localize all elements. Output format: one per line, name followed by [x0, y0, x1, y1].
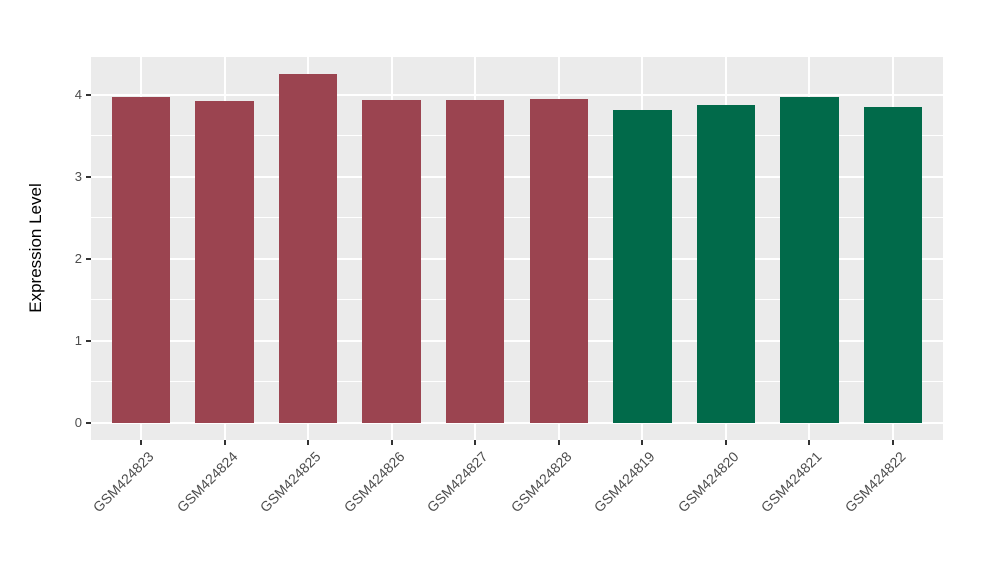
- bar: [696, 104, 756, 423]
- y-axis-tick: [86, 93, 91, 96]
- y-axis-title: Expression Level: [26, 183, 45, 313]
- x-axis-tick: [641, 440, 644, 445]
- x-axis-tick: [390, 440, 393, 445]
- gridline-major-horizontal: [91, 421, 943, 424]
- gridline-major-horizontal: [91, 93, 943, 96]
- gridline-minor-horizontal: [91, 135, 943, 137]
- x-axis-tick: [557, 440, 560, 445]
- bar: [529, 98, 588, 423]
- gridline-minor-horizontal: [91, 217, 943, 219]
- gridline-minor-horizontal: [91, 299, 943, 301]
- y-axis-tick-label: 3: [74, 169, 82, 185]
- gridline-major-horizontal: [91, 339, 943, 342]
- y-axis-tick-label: 4: [74, 87, 82, 103]
- bar: [780, 97, 839, 423]
- x-axis-tick: [724, 440, 727, 445]
- gridline-major-horizontal: [91, 175, 943, 178]
- bar: [863, 107, 923, 423]
- x-axis-tick: [140, 440, 143, 445]
- y-axis-tick-label: 0: [74, 415, 82, 431]
- x-axis-tick: [307, 440, 310, 445]
- bar: [195, 100, 254, 423]
- bar: [613, 109, 672, 423]
- x-axis-tick: [474, 440, 477, 445]
- plot-panel: [91, 57, 943, 440]
- bar: [278, 74, 338, 423]
- gridline-minor-horizontal: [91, 381, 943, 383]
- y-axis-tick-label: 2: [74, 251, 82, 267]
- y-axis-tick: [86, 339, 91, 342]
- gridline-major-horizontal: [91, 257, 943, 260]
- y-axis-tick: [86, 175, 91, 178]
- x-axis-tick: [808, 440, 811, 445]
- bar: [446, 99, 505, 423]
- bar: [362, 99, 421, 423]
- bar: [111, 96, 171, 423]
- x-axis-tick: [891, 440, 894, 445]
- y-axis-tick-label: 1: [74, 333, 82, 349]
- x-axis-tick: [223, 440, 226, 445]
- y-axis-tick: [86, 257, 91, 260]
- y-axis-tick: [86, 421, 91, 424]
